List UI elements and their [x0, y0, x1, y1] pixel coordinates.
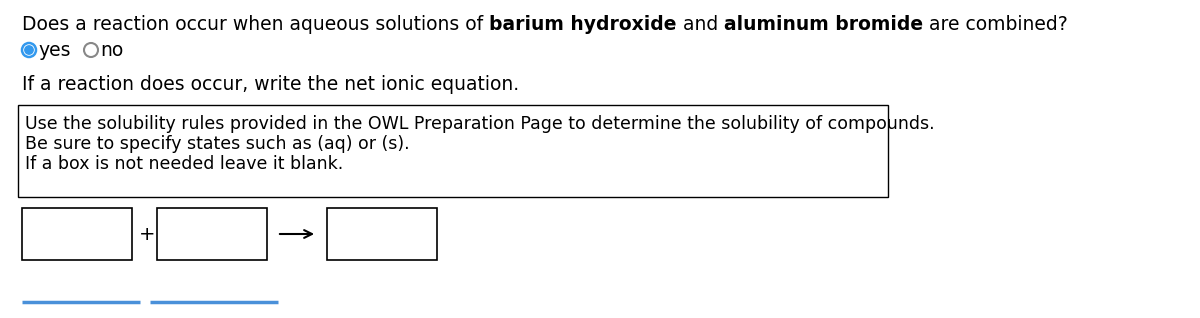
Text: and: and — [677, 15, 724, 34]
FancyBboxPatch shape — [326, 208, 437, 260]
Text: If a box is not needed leave it blank.: If a box is not needed leave it blank. — [25, 155, 343, 173]
Text: no: no — [100, 40, 124, 59]
FancyBboxPatch shape — [157, 208, 266, 260]
Text: barium hydroxide: barium hydroxide — [490, 15, 677, 34]
FancyBboxPatch shape — [22, 208, 132, 260]
Text: aluminum bromide: aluminum bromide — [724, 15, 923, 34]
Circle shape — [25, 46, 34, 54]
Text: are combined?: are combined? — [923, 15, 1068, 34]
Text: yes: yes — [38, 40, 71, 59]
Text: Use the solubility rules provided in the OWL Preparation Page to determine the s: Use the solubility rules provided in the… — [25, 115, 935, 133]
Text: Be sure to specify states such as (aq) or (s).: Be sure to specify states such as (aq) o… — [25, 135, 409, 153]
FancyBboxPatch shape — [18, 105, 888, 197]
Text: Does a reaction occur when aqueous solutions of: Does a reaction occur when aqueous solut… — [22, 15, 490, 34]
Text: If a reaction does occur, write the net ionic equation.: If a reaction does occur, write the net … — [22, 75, 520, 94]
Text: +: + — [139, 225, 156, 244]
